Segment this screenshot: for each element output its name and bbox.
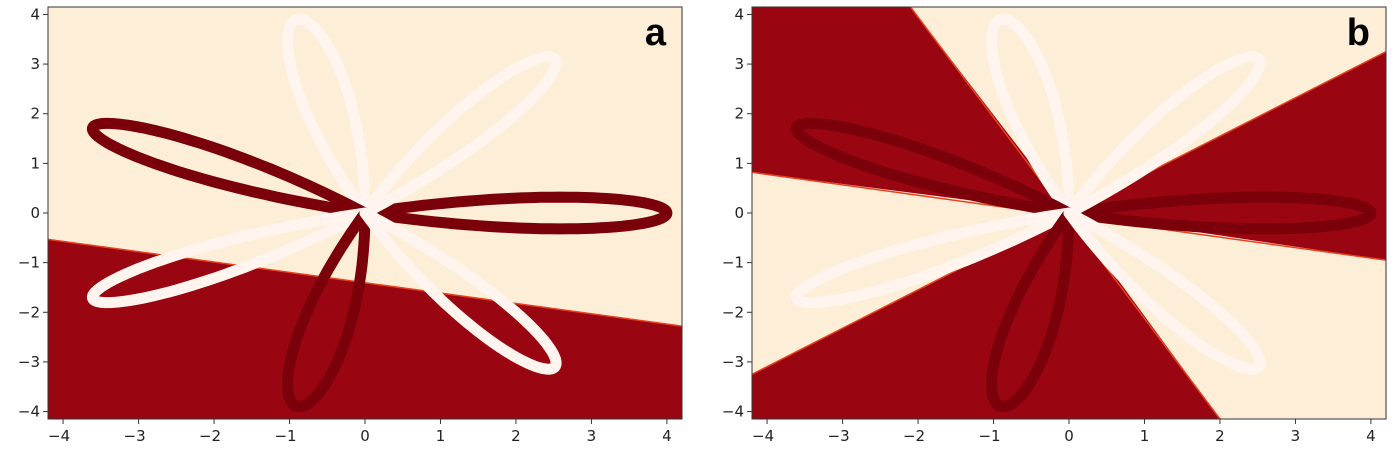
y-tick-label: −2 <box>18 303 40 321</box>
x-tick-label: 3 <box>587 427 597 445</box>
light-petal <box>359 51 562 219</box>
panel-label: b <box>1347 12 1370 54</box>
y-tick-label: 2 <box>30 105 40 123</box>
y-tick-label: −1 <box>722 254 744 272</box>
panel-a-chart: −4 −3 −2 −1 0 1 2 3 4 −4 −3 −2 −1 0 1 2 3 4 a <box>18 5 683 445</box>
y-tick-label: −3 <box>722 353 744 371</box>
rose-curve <box>790 13 1377 413</box>
light-petal <box>1063 207 1266 375</box>
rose-curve <box>86 13 673 413</box>
x-tick-label: 4 <box>662 427 672 445</box>
x-tick-label: 2 <box>1215 427 1225 445</box>
dark-petal <box>86 117 371 219</box>
light-petal <box>359 207 562 375</box>
dark-petal <box>359 191 673 235</box>
light-petal <box>790 207 1075 309</box>
x-tick-label: 4 <box>1366 427 1376 445</box>
y-tick-label: −3 <box>18 353 40 371</box>
light-petal <box>86 207 371 309</box>
y-tick-label: 0 <box>734 204 744 222</box>
y-tick-label: −2 <box>722 303 744 321</box>
y-tick-label: 4 <box>30 5 40 23</box>
y-tick-label: 1 <box>30 154 40 172</box>
x-tick-label: −4 <box>752 427 774 445</box>
y-tick-label: 2 <box>734 105 744 123</box>
y-tick-label: −1 <box>18 254 40 272</box>
x-tick-label: −1 <box>978 427 1000 445</box>
plot-area <box>752 7 1386 419</box>
y-tick-label: 3 <box>734 55 744 73</box>
dark-class-region <box>752 213 1220 419</box>
dark-class-region <box>752 7 1069 213</box>
light-petal <box>1063 51 1266 219</box>
y-tick-label: 0 <box>30 204 40 222</box>
x-tick-label: −3 <box>828 427 850 445</box>
y-tick-label: −4 <box>722 403 744 421</box>
x-tick-label: 0 <box>1064 427 1074 445</box>
light-petal <box>986 13 1075 219</box>
y-tick-label: 3 <box>30 55 40 73</box>
panel-b-chart: −4 −3 −2 −1 0 1 2 3 4 −4 −3 −2 −1 0 1 2 3 4 b <box>722 5 1387 445</box>
dark-petal <box>986 207 1075 413</box>
x-tick-label: 0 <box>360 427 370 445</box>
panel-label: a <box>645 12 667 54</box>
x-tick-label: −2 <box>199 427 221 445</box>
x-tick-label: 3 <box>1291 427 1301 445</box>
x-tick-label: 2 <box>511 427 521 445</box>
dark-petal <box>282 207 371 413</box>
y-tick-label: −4 <box>18 403 40 421</box>
light-petal <box>282 13 371 219</box>
dark-petal <box>790 117 1075 219</box>
x-tick-label: 1 <box>436 427 446 445</box>
x-tick-label: −1 <box>274 427 296 445</box>
x-tick-label: −3 <box>124 427 146 445</box>
x-tick-label: 1 <box>1140 427 1150 445</box>
x-tick-label: −4 <box>48 427 70 445</box>
x-tick-label: −2 <box>903 427 925 445</box>
y-tick-label: 1 <box>734 154 744 172</box>
y-tick-label: 4 <box>734 5 744 23</box>
plot-area <box>48 7 682 419</box>
dark-petal <box>1063 191 1377 235</box>
